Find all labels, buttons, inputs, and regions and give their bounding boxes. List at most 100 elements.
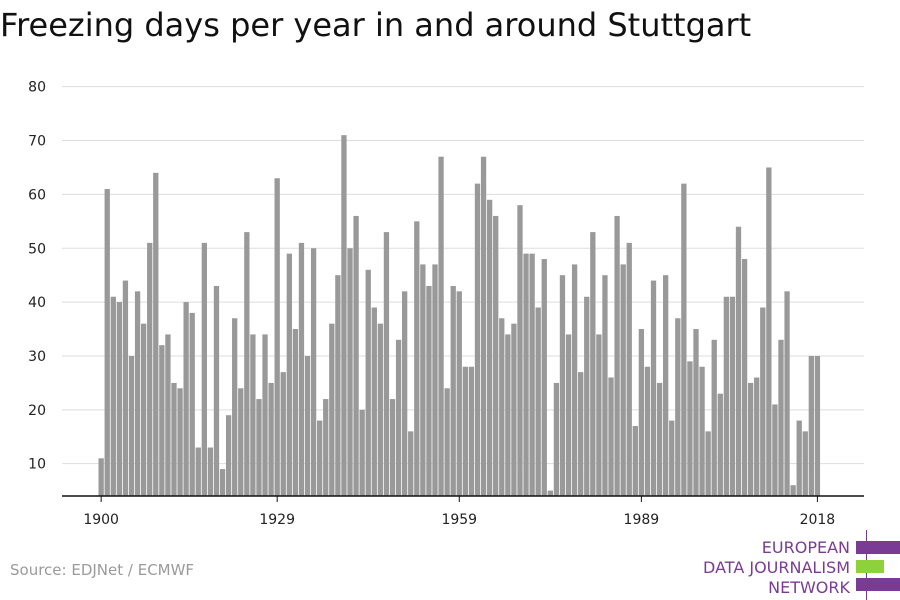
bar-2005 — [735, 226, 742, 496]
bar-1945 — [371, 307, 377, 496]
bar-1994 — [669, 420, 675, 496]
bar-1993 — [663, 275, 669, 496]
bar-2013 — [784, 291, 790, 496]
bar-1927 — [262, 334, 268, 496]
x-axis-ticks: 1900 1929 1959 1989 2018 — [83, 496, 835, 528]
y-tick-label: 80 — [28, 80, 46, 96]
bar-1931 — [286, 253, 292, 496]
y-tick-label: 60 — [28, 187, 46, 203]
bar-1907 — [140, 323, 147, 496]
bar-1914 — [183, 302, 189, 496]
bar-1972 — [535, 307, 541, 496]
source-note: Source: EDJNet / ECMWF — [10, 561, 195, 579]
bar-1952 — [414, 221, 420, 496]
bar-chart: 10 20 30 40 50 60 70 80 1900 1929 1959 1989 2018 — [28, 80, 864, 528]
bar-1920 — [219, 469, 226, 496]
bar-1973 — [541, 259, 547, 496]
bar-1940 — [341, 135, 347, 496]
logo-line-3: NETWORK — [768, 578, 850, 597]
bar-1951 — [408, 431, 414, 496]
bar-1982 — [596, 334, 602, 496]
bar-1959 — [456, 291, 462, 496]
bars — [98, 135, 821, 497]
bar-2000 — [705, 431, 711, 496]
bar-1915 — [189, 312, 195, 496]
x-tick-label: 1959 — [441, 512, 477, 528]
bar-2008 — [754, 377, 760, 496]
bar-1971 — [529, 253, 535, 496]
bar-1916 — [195, 447, 201, 496]
bar-1938 — [329, 323, 335, 496]
bar-1904 — [122, 280, 129, 496]
bar-1913 — [177, 388, 183, 496]
bar-1957 — [444, 388, 450, 496]
bar-1967 — [505, 334, 511, 496]
bar-1923 — [238, 388, 244, 496]
bar-1949 — [395, 339, 402, 496]
bar-1930 — [280, 372, 286, 496]
bar-1977 — [565, 334, 572, 496]
bar-1903 — [116, 302, 123, 496]
x-tick-label: 1989 — [624, 512, 660, 528]
edjnet-logo: EUROPEAN DATA JOURNALISM NETWORK — [680, 530, 900, 600]
bar-2011 — [772, 404, 778, 496]
bar-1939 — [335, 275, 341, 496]
bar-1934 — [304, 355, 311, 496]
bar-1942 — [353, 215, 359, 496]
bar-1975 — [553, 382, 560, 496]
bar-1900 — [98, 458, 104, 496]
bar-1911 — [165, 334, 171, 496]
bar-1948 — [389, 399, 396, 496]
bar-2012 — [778, 339, 784, 496]
logo-line-2: DATA JOURNALISM — [703, 558, 850, 577]
logo-bar-purple-bottom — [856, 578, 900, 591]
bar-1909 — [153, 172, 159, 497]
bar-2003 — [723, 296, 730, 496]
bar-1924 — [244, 232, 250, 496]
bar-1910 — [159, 345, 165, 496]
bar-1921 — [225, 415, 232, 496]
x-tick-label: 1929 — [259, 512, 295, 528]
bar-1926 — [256, 399, 262, 496]
bar-1990 — [644, 366, 651, 496]
bar-2017 — [808, 355, 814, 496]
bar-2001 — [711, 339, 717, 496]
bar-1980 — [584, 296, 590, 496]
bar-1935 — [310, 248, 317, 496]
chart-title: Freezing days per year in and around Stu… — [0, 6, 752, 44]
bar-1970 — [523, 253, 529, 496]
bar-2015 — [796, 420, 802, 496]
bar-2016 — [802, 431, 808, 496]
bar-2002 — [717, 393, 723, 496]
bar-1961 — [468, 366, 475, 496]
bar-1997 — [687, 361, 693, 496]
bar-1974 — [547, 490, 553, 496]
bar-1902 — [110, 296, 116, 496]
y-tick-label: 10 — [28, 457, 46, 473]
bar-1943 — [359, 409, 365, 496]
bar-1964 — [486, 199, 493, 497]
bar-1929 — [274, 178, 280, 497]
y-axis-ticks: 10 20 30 40 50 60 70 80 — [28, 80, 46, 473]
bar-1983 — [602, 275, 608, 496]
bar-1963 — [480, 156, 487, 496]
bar-1919 — [213, 285, 220, 496]
bar-2007 — [747, 382, 754, 496]
bar-1953 — [420, 264, 426, 496]
bar-1937 — [323, 399, 329, 496]
y-tick-label: 30 — [28, 349, 46, 365]
bar-2010 — [766, 167, 772, 496]
bar-1960 — [462, 366, 468, 496]
bar-1950 — [402, 291, 408, 496]
bar-2018 — [814, 355, 821, 496]
bar-1981 — [590, 232, 596, 496]
bar-1978 — [571, 264, 578, 496]
bar-1928 — [268, 382, 274, 496]
bar-1989 — [638, 329, 645, 496]
bar-1995 — [675, 318, 681, 496]
bar-1941 — [347, 248, 353, 496]
y-tick-label: 20 — [28, 403, 46, 419]
bar-1986 — [620, 264, 626, 496]
bar-2014 — [790, 485, 796, 496]
bar-1955 — [432, 264, 438, 496]
